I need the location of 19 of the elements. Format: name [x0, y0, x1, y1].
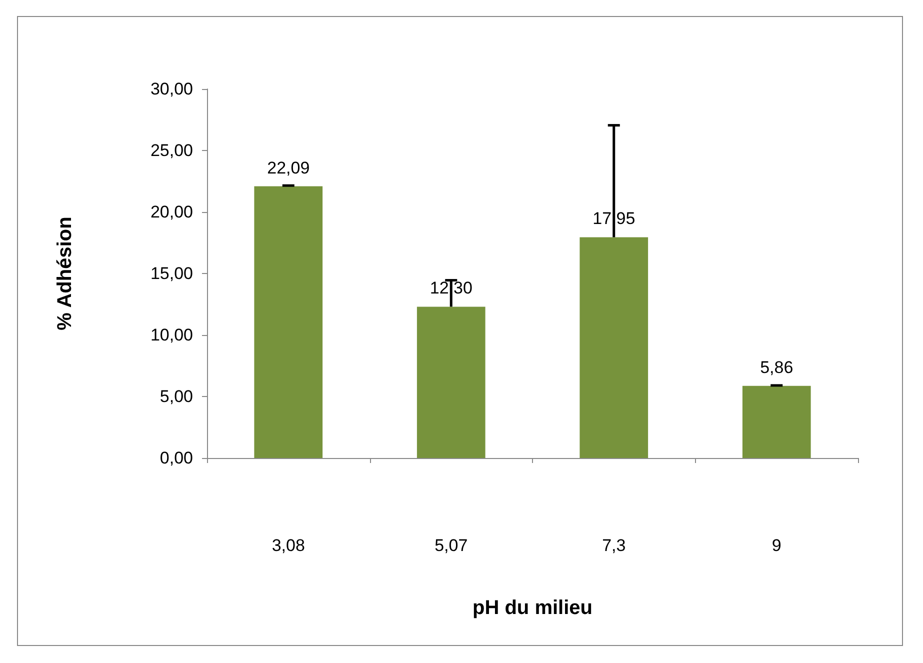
- y-tick-label: 10,00: [150, 326, 193, 344]
- data-label: 22,09: [267, 158, 310, 178]
- y-tick-label: 5,00: [160, 387, 193, 406]
- y-tick-label: 20,00: [150, 202, 193, 222]
- x-tick-label: 5,07: [434, 536, 468, 555]
- y-axis-title: % Adhésion: [54, 216, 76, 330]
- y-tick-label: 0,00: [160, 448, 193, 468]
- x-tick-label: 3,08: [272, 536, 305, 555]
- y-tick-label: 15,00: [150, 264, 193, 283]
- data-label: 5,86: [760, 358, 794, 377]
- x-axis-title: pH du milieu: [472, 597, 592, 619]
- x-tick-label: 7,3: [602, 536, 626, 555]
- bar: [254, 186, 323, 458]
- bar: [416, 306, 486, 458]
- y-tick-label: 25,00: [150, 141, 193, 160]
- x-tick-label: 9: [772, 536, 782, 555]
- bar: [742, 386, 811, 458]
- y-tick-label: 30,00: [150, 80, 193, 98]
- bar: [580, 237, 648, 458]
